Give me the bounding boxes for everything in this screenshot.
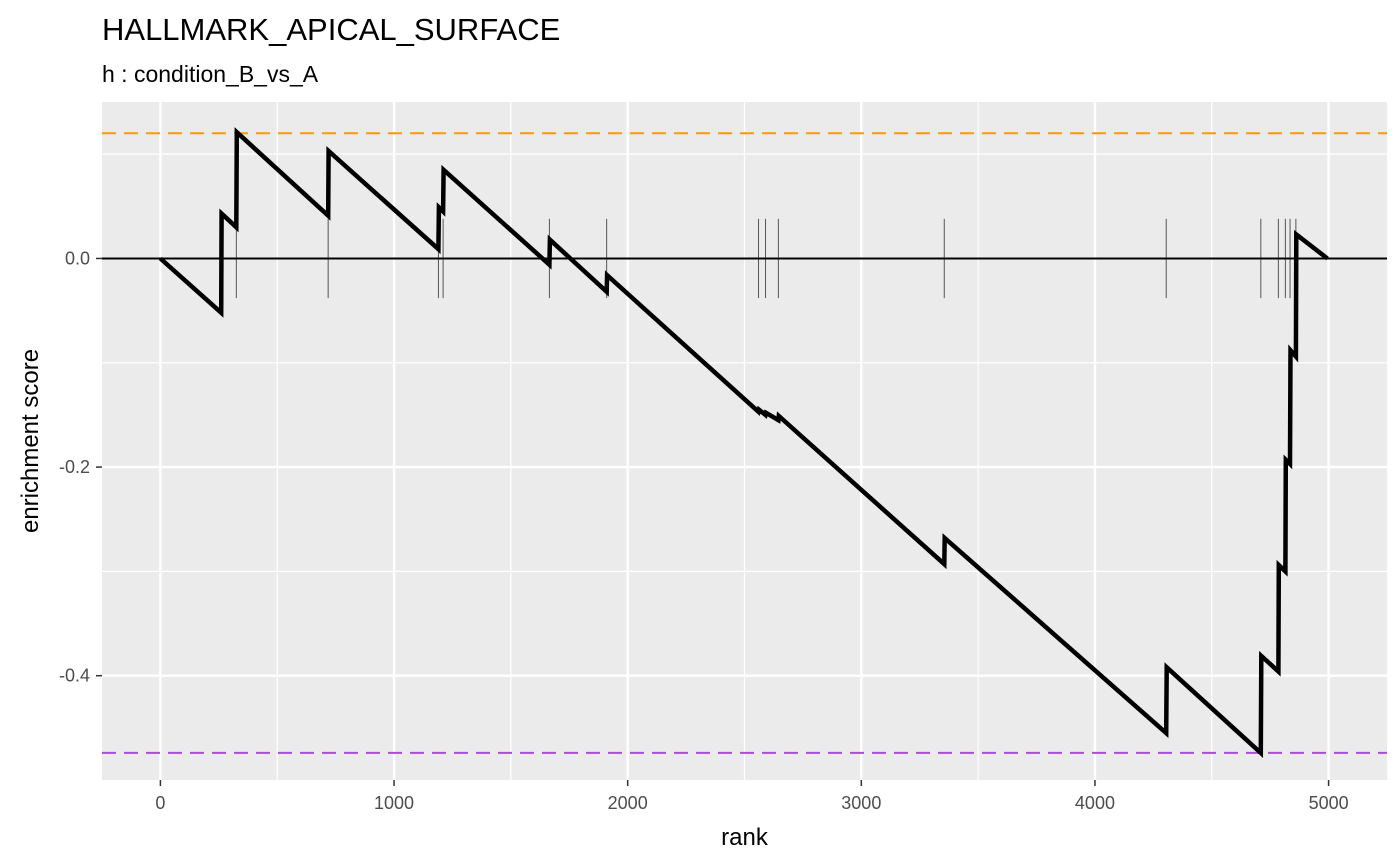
- y-tick-label: -0.2: [59, 457, 90, 477]
- reference-lines: [102, 132, 1387, 754]
- x-tick-label: 2000: [608, 793, 648, 813]
- x-axis-title: rank: [721, 824, 769, 851]
- axes: 0 1000 2000 3000 4000 5000 0.0 -0.2 -0.4: [59, 248, 1349, 813]
- chart-subtitle: h : condition_B_vs_A: [102, 61, 319, 87]
- x-tick-label: 5000: [1309, 793, 1349, 813]
- x-tick-label: 0: [155, 793, 165, 813]
- x-tick-label: 3000: [841, 793, 881, 813]
- x-tick-label: 4000: [1075, 793, 1115, 813]
- y-tick-label: 0.0: [65, 248, 90, 268]
- y-axis-title: enrichment score: [17, 349, 44, 533]
- y-tick-label: -0.4: [59, 666, 90, 686]
- enrichment-score-line: [158, 127, 1329, 758]
- chart-title: HALLMARK_APICAL_SURFACE: [102, 12, 560, 47]
- x-tick-label: 1000: [374, 793, 414, 813]
- series-layer: [158, 127, 1329, 758]
